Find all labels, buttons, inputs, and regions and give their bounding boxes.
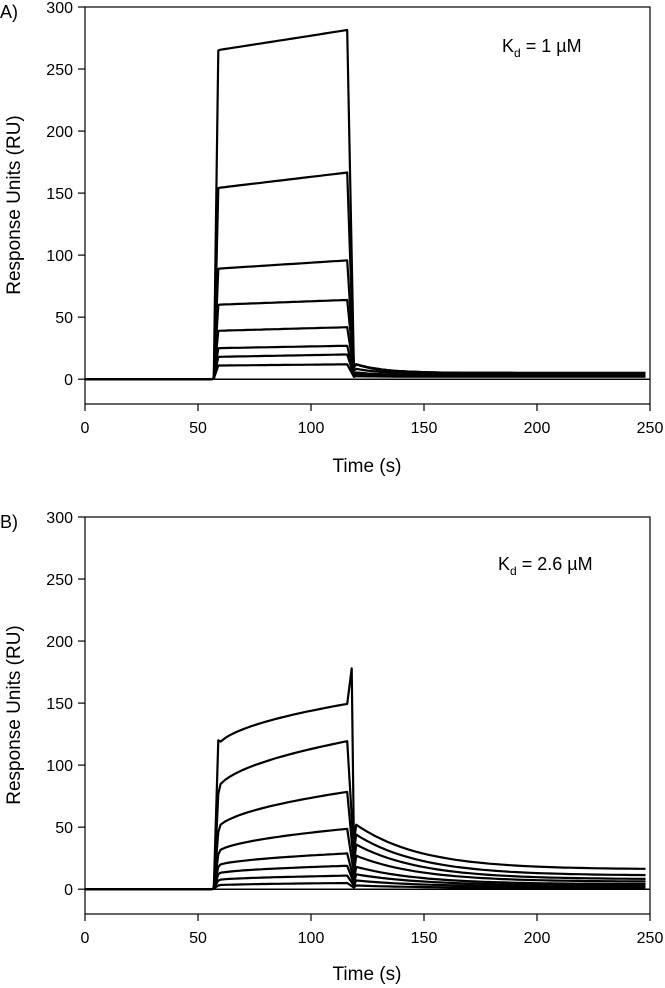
panel-b-y-tick-label: 100: [46, 758, 73, 775]
panel-b-kd-symbol: K: [498, 554, 510, 574]
panel-a: A) 0 50 100 150 200 250 0 50 100 150 200 250 300 Tim…: [0, 0, 663, 477]
panel-a-x-tick-label: 200: [524, 420, 551, 437]
panel-b-y-tick-label: 0: [64, 882, 73, 899]
panel-a-series-line-4: [85, 298, 646, 381]
panel-b-plot-frame: [84, 516, 651, 915]
panel-a-y-tick-label: 0: [64, 372, 73, 389]
panel-b-y-tick-label: 200: [46, 634, 73, 651]
panel-a-y-tick-label: 50: [55, 310, 73, 327]
panel-a-series-line-3: [85, 259, 646, 381]
panel-a-y-tick-label: 100: [46, 248, 73, 265]
panel-b-x-tick-label: 150: [411, 930, 438, 947]
panel-a-ticks: 0 50 100 150 200 250 0 50 100 150 200 250 300: [46, 0, 663, 437]
panel-a-kd-annotation: Kd = 1 µM: [502, 36, 582, 60]
panel-b: B) 0 50 100 150 200 250 0 50 100 150 200 250 300 Tim…: [0, 510, 663, 985]
panel-a-series-line-1: [85, 28, 646, 381]
panel-b-x-axis-title: Time (s): [333, 964, 402, 985]
panel-b-y-tick-label: 150: [46, 696, 73, 713]
panel-a-series-line-5: [85, 326, 646, 381]
panel-a-kd-subscript: d: [514, 46, 521, 60]
panel-b-x-tick-label: 0: [81, 930, 90, 947]
panel-a-curves: [85, 28, 650, 381]
panel-a-x-tick-label: 0: [81, 420, 90, 437]
panel-a-x-tick-label: 50: [189, 420, 207, 437]
panel-b-curves: [85, 667, 650, 891]
panel-b-kd-value: = 2.6 µM: [517, 554, 593, 574]
panel-a-x-tick-label: 250: [637, 420, 664, 437]
panel-a-kd-value: = 1 µM: [521, 36, 582, 56]
panel-a-series-line-2: [85, 171, 646, 381]
panel-b-y-tick-label: 300: [46, 510, 73, 527]
panel-b-kd-annotation: Kd = 2.6 µM: [498, 554, 593, 578]
panel-b-x-tick-label: 250: [637, 930, 664, 947]
panel-a-y-tick-label: 150: [46, 186, 73, 203]
panel-b-ticks: 0 50 100 150 200 250 0 50 100 150 200 250 300: [46, 510, 663, 947]
panel-a-kd-symbol: K: [502, 36, 514, 56]
panel-b-x-tick-label: 200: [524, 930, 551, 947]
panel-b-y-tick-label: 50: [55, 820, 73, 837]
panel-b-series-line-4: [85, 827, 646, 891]
panel-b-y-tick-label: 250: [46, 572, 73, 589]
panel-a-x-tick-label: 100: [298, 420, 325, 437]
panel-b-series-line-1: [85, 667, 646, 891]
panel-b-x-tick-label: 100: [298, 930, 325, 947]
panel-b-label: B): [0, 512, 18, 532]
panel-b-y-axis-title: Response Units (RU): [4, 625, 25, 805]
panel-a-y-tick-label: 300: [46, 0, 73, 17]
panel-b-kd-subscript: d: [510, 564, 517, 578]
panel-a-x-tick-label: 150: [411, 420, 438, 437]
panel-a-y-tick-label: 200: [46, 124, 73, 141]
panel-b-x-tick-label: 50: [189, 930, 207, 947]
panel-a-y-tick-label: 250: [46, 62, 73, 79]
panel-a-x-axis-title: Time (s): [333, 456, 402, 477]
panel-a-y-axis-title: Response Units (RU): [4, 115, 25, 295]
panel-a-label: A): [0, 2, 18, 22]
panel-a-plot-frame: [84, 6, 651, 405]
